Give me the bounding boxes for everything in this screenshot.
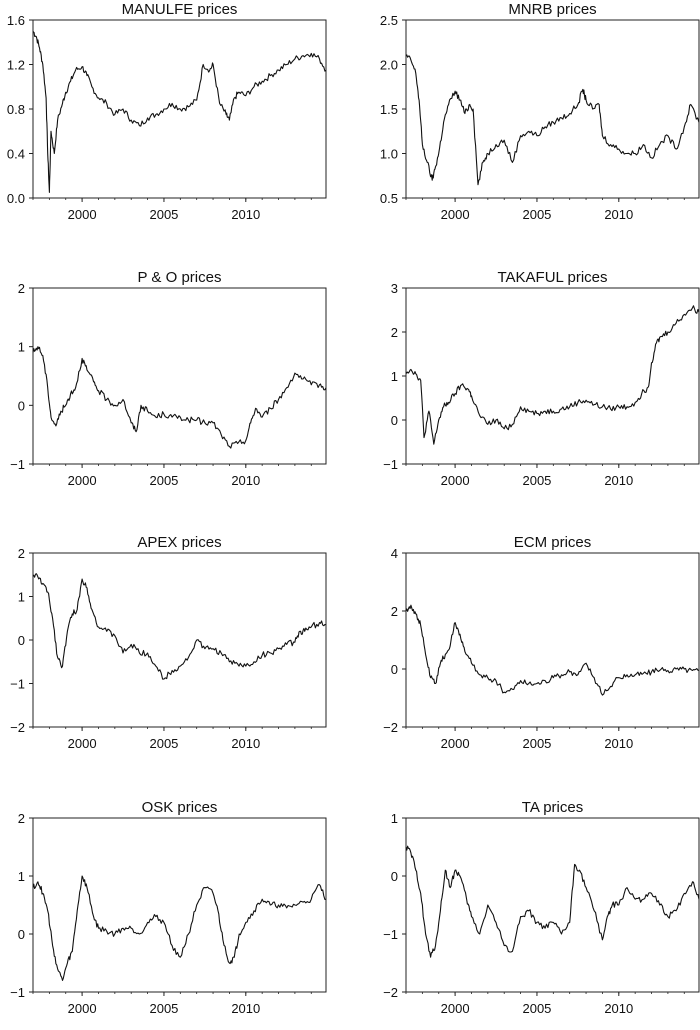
chart-title: P & O prices (138, 269, 222, 286)
y-tick-label: 2.5 (380, 13, 398, 28)
y-tick-label: 0 (18, 398, 25, 413)
y-tick-label: 0 (18, 927, 25, 942)
chart-panel: TAKAFUL prices −1 0 1 2 3 2000 2005 2010 (383, 269, 700, 488)
chart-title: ECM prices (514, 534, 592, 551)
x-tick-label: 2010 (604, 207, 633, 222)
y-tick-label: 0 (18, 633, 25, 648)
x-tick-label: 2000 (441, 473, 470, 488)
y-tick-label: 1 (391, 811, 398, 826)
y-tick-label: 1.6 (7, 13, 25, 28)
y-tick-label: 0 (391, 869, 398, 884)
x-tick-label: 2000 (441, 207, 470, 222)
y-tick-label: −1 (383, 927, 398, 942)
y-tick-label: 2 (18, 281, 25, 296)
x-tick-label: 2000 (441, 736, 470, 751)
y-tick-label: −1 (10, 677, 25, 692)
chart-title: MANULFE prices (122, 1, 238, 18)
plot-frame (405, 552, 700, 728)
x-tick-label: 2010 (604, 473, 633, 488)
plot-frame (32, 817, 327, 993)
y-tick-label: −2 (10, 720, 25, 735)
x-tick-label: 2010 (604, 1001, 633, 1016)
x-tick-label: 2010 (604, 736, 633, 751)
x-tick-label: 2000 (441, 1001, 470, 1016)
y-tick-label: 2 (391, 325, 398, 340)
y-tick-label: 0.8 (7, 102, 25, 117)
chart-title: TAKAFUL prices (497, 269, 607, 286)
plot-frame (405, 19, 700, 199)
series-line (405, 604, 700, 696)
y-tick-label: 2.0 (380, 58, 398, 73)
x-tick-label: 2000 (68, 1001, 97, 1016)
y-tick-label: −1 (383, 457, 398, 472)
x-tick-label: 2010 (231, 473, 260, 488)
y-tick-label: 0 (391, 413, 398, 428)
x-tick-label: 2000 (68, 736, 97, 751)
y-tick-label: −2 (383, 985, 398, 1000)
chart-title: MNRB prices (508, 1, 596, 18)
series-line (405, 54, 700, 186)
chart-title: OSK prices (142, 799, 218, 816)
chart-panel: TA prices −2 −1 0 1 2000 2005 2010 (383, 799, 700, 1016)
plot-frame (32, 552, 327, 728)
x-tick-label: 2005 (149, 1001, 178, 1016)
series-line (32, 573, 327, 680)
series-line (32, 346, 327, 449)
chart-title: TA prices (522, 799, 583, 816)
y-tick-label: 1.2 (7, 58, 25, 73)
y-tick-label: 0.0 (7, 191, 25, 206)
chart-panel: OSK prices −1 0 1 2 2000 2005 2010 (10, 799, 327, 1016)
series-line (32, 875, 327, 981)
x-tick-label: 2005 (522, 473, 551, 488)
y-tick-label: −2 (383, 720, 398, 735)
y-tick-label: 0.4 (7, 147, 25, 162)
x-tick-label: 2005 (522, 736, 551, 751)
x-tick-label: 2005 (149, 207, 178, 222)
x-tick-label: 2010 (231, 1001, 260, 1016)
x-tick-label: 2005 (149, 473, 178, 488)
chart-panel: MNRB prices 0.5 1.0 1.5 2.0 2.5 2000 2005 2010 (380, 1, 700, 222)
y-tick-label: −1 (10, 985, 25, 1000)
series-line (32, 30, 327, 193)
y-tick-label: 1.5 (380, 102, 398, 117)
x-tick-label: 2005 (522, 207, 551, 222)
y-tick-label: 2 (391, 604, 398, 619)
y-tick-label: −1 (10, 457, 25, 472)
series-line (405, 305, 700, 445)
plot-frame (405, 287, 700, 465)
y-tick-label: 1 (391, 369, 398, 384)
y-tick-label: 0.5 (380, 191, 398, 206)
y-tick-label: 1 (18, 340, 25, 355)
x-tick-label: 2010 (231, 207, 260, 222)
x-tick-label: 2005 (149, 736, 178, 751)
x-tick-label: 2000 (68, 473, 97, 488)
y-tick-label: 2 (18, 546, 25, 561)
chart-panel: MANULFE prices 0.0 0.4 0.8 1.2 1.6 2000 2005 201… (7, 1, 327, 222)
plot-frame (32, 287, 327, 465)
y-tick-label: 1.0 (380, 147, 398, 162)
chart-panel: P & O prices −1 0 1 2 2000 2005 2010 (10, 269, 327, 488)
chart-title: APEX prices (137, 534, 221, 551)
y-tick-label: 2 (18, 811, 25, 826)
y-tick-label: 3 (391, 281, 398, 296)
y-tick-label: 0 (391, 662, 398, 677)
x-tick-label: 2000 (68, 207, 97, 222)
series-line (405, 845, 700, 958)
y-tick-label: 1 (18, 590, 25, 605)
plot-frame (405, 817, 700, 993)
y-tick-label: 4 (391, 546, 398, 561)
y-tick-label: 1 (18, 869, 25, 884)
chart-panel: APEX prices −2 −1 0 1 2 2000 2005 2010 (10, 534, 327, 751)
x-tick-label: 2010 (231, 736, 260, 751)
x-tick-label: 2005 (522, 1001, 551, 1016)
chart-panel: ECM prices −2 0 2 4 2000 2005 2010 (383, 534, 700, 751)
